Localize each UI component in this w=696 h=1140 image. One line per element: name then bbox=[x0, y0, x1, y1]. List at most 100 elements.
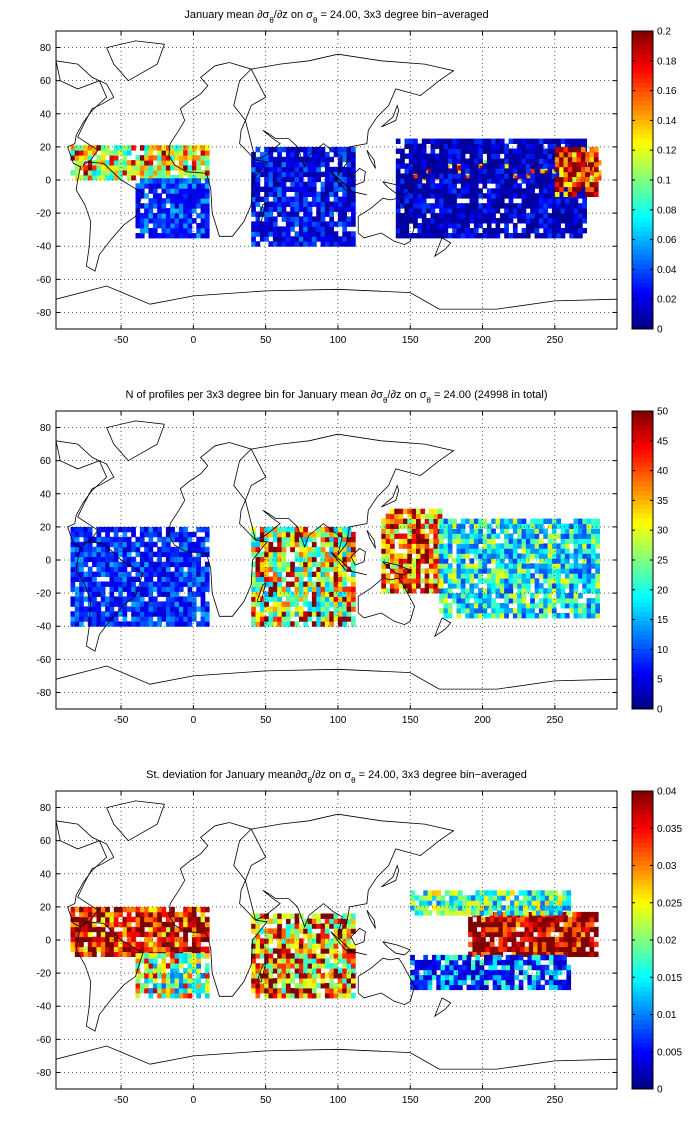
heatmap-cell bbox=[144, 165, 149, 171]
heatmap-cell bbox=[311, 536, 317, 543]
heatmap-cell bbox=[157, 921, 162, 928]
heatmap-cell bbox=[528, 911, 534, 918]
heatmap-cell bbox=[264, 621, 269, 627]
heatmap-cell bbox=[281, 586, 287, 592]
heatmap-cell bbox=[144, 586, 149, 592]
heatmap-cell bbox=[578, 548, 583, 554]
heatmap-cell bbox=[255, 576, 261, 582]
heatmap-cell bbox=[538, 558, 544, 564]
heatmap-cell bbox=[517, 163, 522, 169]
heatmap-cell bbox=[316, 938, 321, 944]
colorbar-segment bbox=[632, 424, 653, 431]
heatmap-cell bbox=[443, 183, 449, 189]
heatmap-cell bbox=[109, 911, 115, 918]
heatmap-cell bbox=[174, 233, 180, 239]
heatmap-cell bbox=[559, 951, 564, 957]
heatmap-cell bbox=[443, 138, 449, 144]
heatmap-cell bbox=[311, 181, 317, 188]
heatmap-cell bbox=[187, 953, 193, 959]
heatmap-cell bbox=[285, 616, 291, 622]
heatmap-cell bbox=[593, 176, 599, 183]
heatmap-cell bbox=[486, 138, 492, 144]
heatmap-cell bbox=[556, 523, 561, 529]
heatmap-cell bbox=[547, 183, 553, 189]
heatmap-cell bbox=[303, 616, 308, 622]
heatmap-cell bbox=[528, 931, 534, 938]
colorbar-segment bbox=[632, 105, 653, 111]
heatmap-cell bbox=[320, 978, 326, 984]
heatmap-cell bbox=[307, 551, 313, 558]
heatmap-cell bbox=[259, 536, 265, 543]
heatmap-cell bbox=[311, 923, 317, 929]
heatmap-cell bbox=[311, 596, 317, 602]
heatmap-cell bbox=[264, 526, 269, 533]
heatmap-cell bbox=[272, 958, 278, 964]
heatmap-cell bbox=[96, 531, 102, 538]
heatmap-cell bbox=[105, 556, 110, 563]
heatmap-cell bbox=[537, 941, 543, 948]
heatmap-cell bbox=[316, 943, 321, 949]
heatmap-cell bbox=[556, 543, 561, 549]
heatmap-cell bbox=[307, 938, 313, 944]
heatmap-cell bbox=[556, 233, 561, 239]
heatmap-cell bbox=[512, 523, 518, 529]
heatmap-cell bbox=[351, 591, 356, 597]
y-tick-label: -40 bbox=[37, 242, 52, 253]
heatmap-cell bbox=[443, 153, 449, 159]
heatmap-cell bbox=[294, 541, 300, 548]
heatmap-cell bbox=[447, 548, 453, 554]
heatmap-cell bbox=[204, 561, 210, 568]
heatmap-cell bbox=[139, 983, 145, 989]
heatmap-cell bbox=[460, 218, 466, 224]
heatmap-cell bbox=[329, 596, 334, 602]
heatmap-cell bbox=[152, 165, 158, 171]
heatmap-cell bbox=[281, 601, 287, 607]
heatmap-cell bbox=[547, 228, 553, 234]
heatmap-cell bbox=[118, 591, 123, 597]
heatmap-cell bbox=[582, 228, 587, 234]
heatmap-cell bbox=[204, 165, 210, 171]
heatmap-cell bbox=[187, 921, 193, 928]
heatmap-cell bbox=[165, 170, 171, 176]
heatmap-cell bbox=[126, 926, 132, 933]
heatmap-cell bbox=[403, 563, 408, 569]
heatmap-cell bbox=[320, 231, 326, 237]
heatmap-cell bbox=[504, 158, 509, 164]
heatmap-cell bbox=[521, 173, 527, 179]
heatmap-cell bbox=[411, 548, 417, 554]
heatmap-cell bbox=[591, 603, 596, 609]
heatmap-cell bbox=[187, 581, 193, 587]
heatmap-cell bbox=[96, 906, 102, 913]
heatmap-cell bbox=[395, 148, 401, 154]
heatmap-cell bbox=[92, 551, 97, 558]
heatmap-cell bbox=[342, 586, 347, 592]
heatmap-cell bbox=[439, 183, 444, 189]
heatmap-cell bbox=[298, 166, 304, 173]
heatmap-cell bbox=[421, 168, 427, 174]
heatmap-cell bbox=[346, 913, 352, 919]
heatmap-cell bbox=[447, 173, 453, 179]
heatmap-cell bbox=[538, 608, 544, 614]
heatmap-cell bbox=[491, 208, 496, 214]
heatmap-cell bbox=[337, 591, 343, 597]
heatmap-cell bbox=[385, 548, 391, 554]
heatmap-cell bbox=[255, 601, 261, 607]
heatmap-cell bbox=[255, 176, 261, 183]
heatmap-cell bbox=[508, 203, 514, 209]
colorbar-segment bbox=[632, 291, 653, 297]
colorbar-segment bbox=[632, 536, 653, 542]
heatmap-cell bbox=[144, 155, 149, 161]
heatmap-cell bbox=[465, 518, 470, 524]
heatmap-cell bbox=[255, 191, 261, 197]
colorbar-segment bbox=[632, 508, 653, 514]
heatmap-cell bbox=[456, 563, 462, 569]
heatmap-cell bbox=[564, 188, 570, 194]
heatmap-cell bbox=[320, 191, 326, 197]
heatmap-cell bbox=[408, 213, 414, 219]
heatmap-cell bbox=[580, 151, 586, 158]
heatmap-cell bbox=[595, 613, 600, 619]
heatmap-cell bbox=[491, 143, 496, 149]
heatmap-cell bbox=[508, 208, 514, 214]
heatmap-cell bbox=[346, 988, 352, 994]
heatmap-cell bbox=[333, 221, 339, 227]
